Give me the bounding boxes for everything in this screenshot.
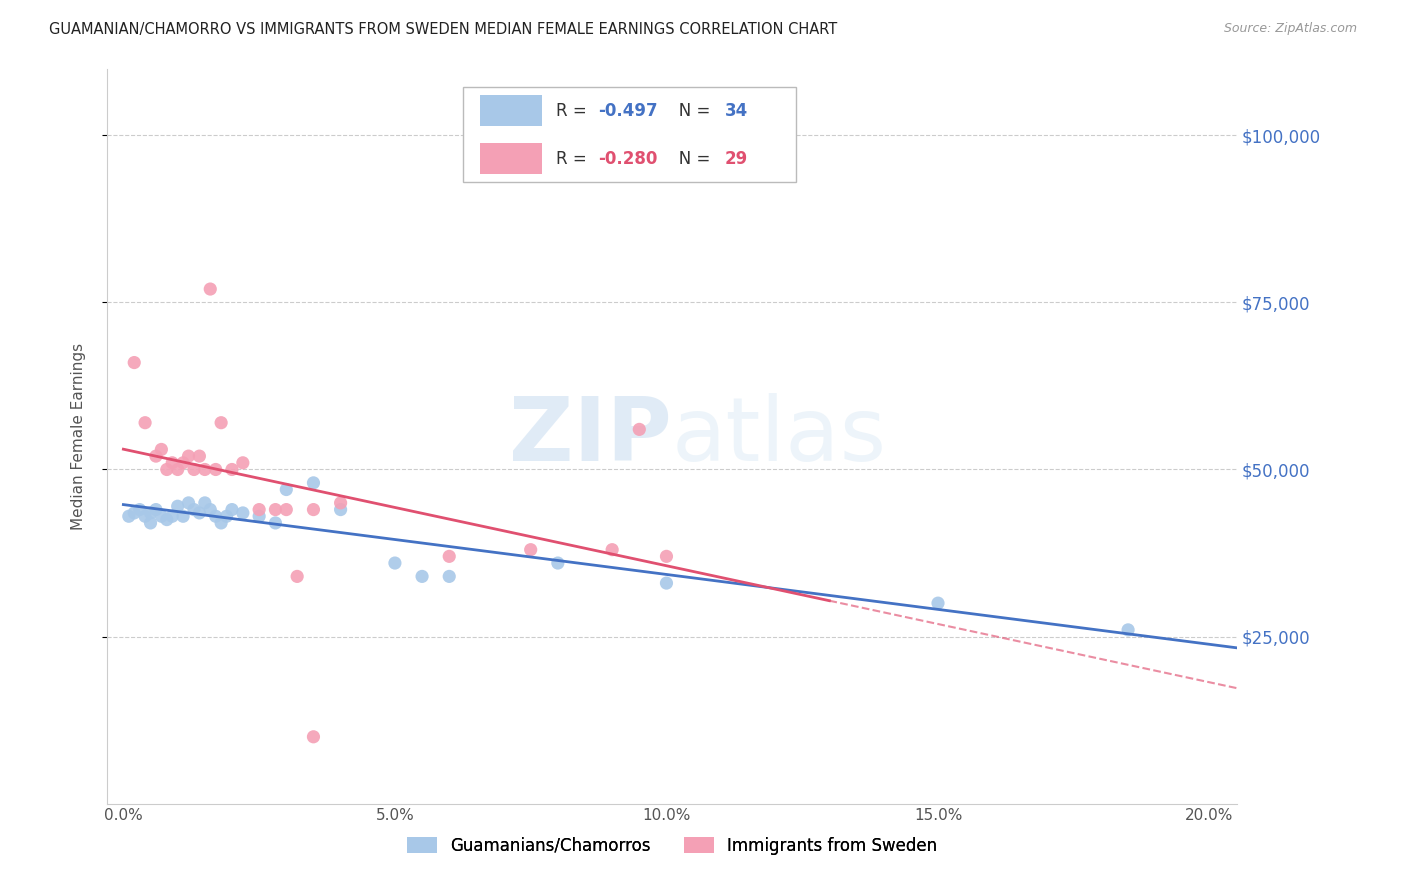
Point: [1116, 623, 1139, 637]
Point: [384, 556, 406, 570]
Point: [264, 516, 287, 530]
Point: [209, 416, 232, 430]
Point: [285, 569, 308, 583]
Point: [204, 509, 226, 524]
Text: -0.280: -0.280: [599, 150, 658, 168]
FancyBboxPatch shape: [463, 87, 796, 183]
Point: [302, 502, 325, 516]
Point: [118, 509, 141, 524]
Point: [221, 462, 243, 476]
Point: [172, 456, 194, 470]
Point: [183, 502, 205, 516]
Point: [302, 475, 325, 490]
Point: [927, 596, 949, 610]
Text: N =: N =: [662, 150, 716, 168]
Text: 29: 29: [725, 150, 748, 168]
Point: [519, 542, 541, 557]
Point: [200, 282, 222, 296]
Point: [145, 502, 167, 516]
Point: [628, 422, 651, 436]
Point: [156, 462, 179, 476]
Point: [247, 509, 270, 524]
Text: 34: 34: [725, 102, 748, 120]
Point: [329, 496, 352, 510]
Point: [276, 483, 298, 497]
Point: [183, 462, 205, 476]
Point: [547, 556, 569, 570]
Point: [221, 502, 243, 516]
Text: atlas: atlas: [672, 392, 887, 480]
Point: [655, 576, 678, 591]
Point: [122, 506, 145, 520]
Point: [329, 502, 352, 516]
Point: [194, 496, 217, 510]
Text: R =: R =: [555, 102, 592, 120]
Point: [204, 462, 226, 476]
Point: [162, 509, 184, 524]
Point: [150, 442, 173, 457]
Point: [200, 502, 222, 516]
Text: N =: N =: [662, 102, 716, 120]
Text: -0.497: -0.497: [599, 102, 658, 120]
Point: [177, 449, 200, 463]
Point: [150, 509, 173, 524]
Point: [232, 506, 254, 520]
Text: GUAMANIAN/CHAMORRO VS IMMIGRANTS FROM SWEDEN MEDIAN FEMALE EARNINGS CORRELATION : GUAMANIAN/CHAMORRO VS IMMIGRANTS FROM SW…: [49, 22, 838, 37]
Point: [209, 516, 232, 530]
Point: [134, 509, 156, 524]
Point: [194, 462, 217, 476]
Text: Source: ZipAtlas.com: Source: ZipAtlas.com: [1223, 22, 1357, 36]
Y-axis label: Median Female Earnings: Median Female Earnings: [72, 343, 86, 530]
Point: [655, 549, 678, 564]
Point: [166, 462, 188, 476]
Point: [145, 449, 167, 463]
Point: [139, 506, 162, 520]
Point: [134, 416, 156, 430]
Bar: [479, 143, 541, 174]
Point: [215, 509, 238, 524]
Legend: Guamanians/Chamorros, Immigrants from Sweden: Guamanians/Chamorros, Immigrants from Sw…: [399, 830, 943, 862]
Point: [156, 513, 179, 527]
Point: [166, 500, 188, 514]
Point: [162, 456, 184, 470]
Point: [177, 496, 200, 510]
Point: [276, 502, 298, 516]
Point: [232, 456, 254, 470]
Point: [128, 502, 150, 516]
Point: [600, 542, 623, 557]
Point: [139, 516, 162, 530]
Point: [439, 569, 461, 583]
Point: [188, 506, 211, 520]
Point: [264, 502, 287, 516]
Point: [122, 355, 145, 369]
Point: [411, 569, 433, 583]
Text: ZIP: ZIP: [509, 392, 672, 480]
Text: R =: R =: [555, 150, 592, 168]
Point: [439, 549, 461, 564]
Point: [247, 502, 270, 516]
Point: [188, 449, 211, 463]
Point: [172, 509, 194, 524]
Point: [302, 730, 325, 744]
Bar: [479, 95, 541, 127]
